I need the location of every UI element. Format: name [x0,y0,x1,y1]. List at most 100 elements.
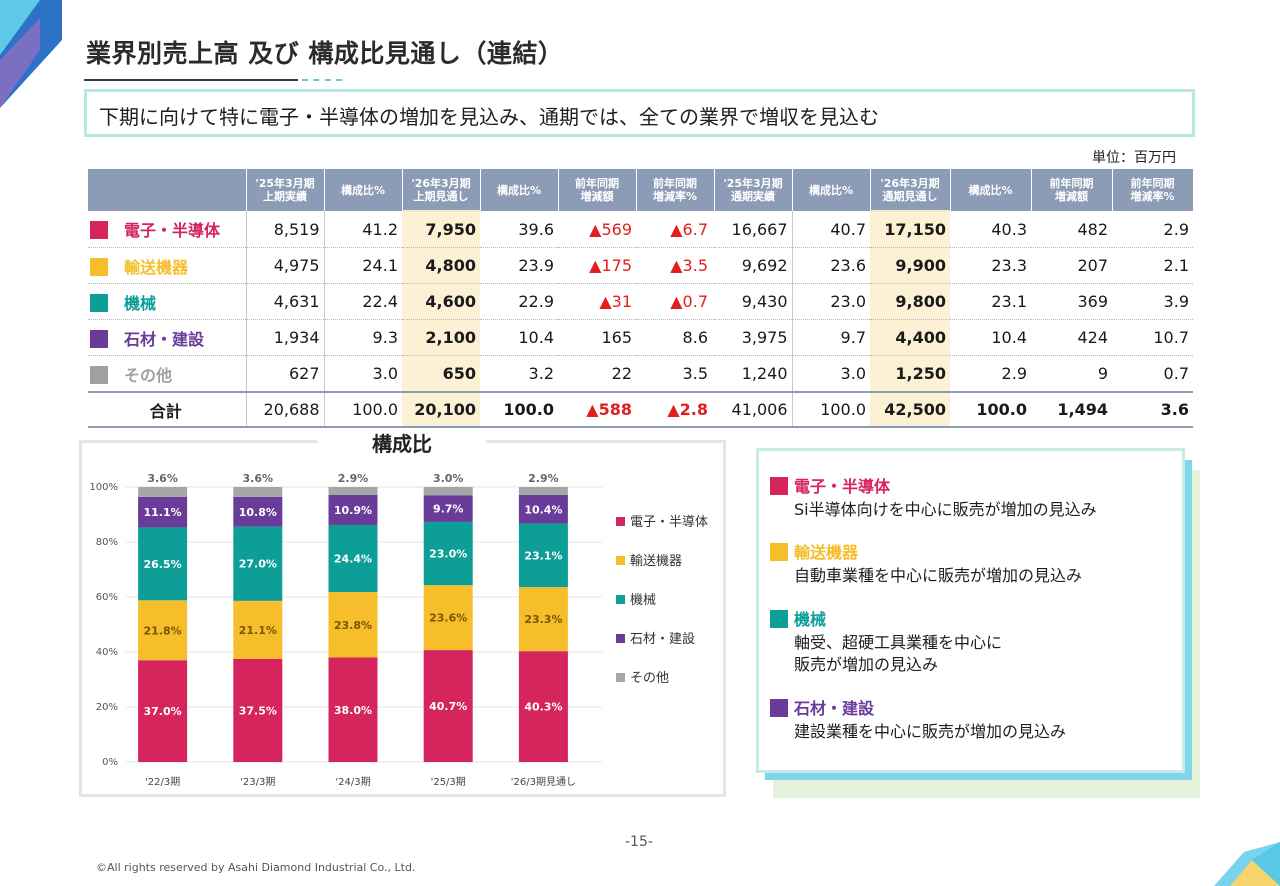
category-swatch [90,365,108,384]
value-cell: 23.3 [950,247,1031,284]
value-cell: 9,800 [870,283,950,320]
category-cell: 電子・半導体 [88,211,247,248]
composition-chart-panel: 0% 20% 40% 60% 80% 100% 37.0% 21.8% 26.5% 11.1% 3.… [79,440,726,797]
bar-segment [518,651,568,762]
page-number: -15- [625,834,653,850]
column-header-text: 構成比% [340,183,386,197]
value-cell: 100.0 [324,391,402,428]
category-cell: 石材・建設 [88,319,247,356]
column-header: '25年3月期 上期実績 [246,169,325,211]
data-label: 9.7% [433,503,464,516]
value-cell: 650 [402,355,480,393]
title-underline [84,79,298,81]
page-title: 業界別売上高 及び 構成比見通し（連結） [86,39,564,68]
bar-segment [328,592,378,658]
value-cell: 24.1 [324,247,402,284]
value-cell: 41.2 [324,211,402,248]
value-cell: 42,500 [870,391,950,428]
bar-segment [518,494,568,524]
note-line: 販売が増加の見込み [794,655,939,674]
note-line: 自動車業種を中心に販売が増加の見込み [794,566,1083,585]
x-tick-label: '26/3期見通し [511,776,576,788]
value-cell: 3.9 [1112,283,1193,320]
category-name: 電子・半導体 [124,221,221,240]
value-cell: 1,934 [246,319,325,356]
value-cell: 4,631 [246,283,325,320]
value-cell: ▲31 [558,283,636,320]
y-tick-label: 0% [102,757,118,768]
value-cell: 3.5 [636,355,714,393]
category-cell: 機械 [88,283,247,320]
value-cell: 8,519 [246,211,325,248]
legend-swatch [616,556,625,565]
value-cell: 1,240 [714,355,793,393]
value-cell: 10.4 [950,319,1031,356]
table-row: 石材・建設 1,934 9.3 2,100 10.4 165 8.6 3,975 9.7 4,40… [88,319,1193,356]
note-description: 建設業種を中心に販売が増加の見込み [794,721,1066,743]
column-header-text: 前年同期 [1130,177,1175,190]
x-tick-label: '25/3期 [431,776,466,788]
column-header-text: 前年同期 [653,177,697,190]
value-cell: 4,975 [246,247,325,284]
value-cell: 39.6 [480,211,558,248]
data-label: 40.3% [524,701,562,714]
data-label: 2.9% [528,472,559,485]
category-cell: 合計 [88,391,247,428]
category-name: 輸送機器 [124,257,189,277]
column-header-text: 増減額 [1055,190,1088,203]
value-cell: 4,800 [402,247,480,284]
data-label: 23.8% [334,619,372,632]
column-header-text: '26年3月期 [411,176,471,190]
column-header-text: 増減率% [1130,190,1175,203]
column-header-text: 前年同期 [1049,177,1094,190]
column-header-text: '25年3月期 [723,177,783,190]
data-label: 3.0% [433,472,464,485]
table-row: その他 627 3.0 650 3.2 22 3.5 1,240 3.0 1,250 2.9 9 0.7 [88,355,1193,393]
value-cell: 3,975 [714,319,793,356]
data-label: 10.8% [239,506,277,519]
category-swatch [90,257,108,276]
copyright: ©All rights reserved by Asahi Diamond In… [96,861,416,874]
bar-segment [423,585,473,651]
column-header-text: 通期見通し [882,189,938,203]
category-swatch [90,221,108,239]
value-cell: ▲2.8 [636,391,714,428]
note-title: 機械 [794,610,827,629]
total-row: 合計 20,688 100.0 20,100 100.0 ▲588 ▲2.8 41,006 10… [88,391,1193,428]
unit-label: 単位：百万円 [1092,150,1176,166]
data-label: 21.8% [144,624,182,637]
value-cell: 2,100 [402,319,480,356]
column-header-text: 構成比% [808,183,854,197]
bar-segment [138,527,188,601]
value-cell: 2.9 [1112,211,1193,248]
value-cell: 9,692 [714,247,793,284]
column-header-text: '26年3月期 [880,176,940,190]
bar-segment [518,587,568,652]
value-cell: ▲569 [558,211,636,248]
note-item: 電子・半導体 Si半導体向けを中心に販売が増加の見込み [770,473,1097,521]
column-header: 前年同期 増減率% [636,169,715,211]
column-header-text: 構成比% [968,183,1013,197]
value-cell: 1,250 [870,355,950,393]
value-cell: 23.6 [792,247,870,284]
value-cell: ▲175 [558,247,636,284]
legend-label: 機械 [630,593,656,608]
note-heading: 輸送機器 [770,539,1082,563]
column-header-text: 増減額 [580,190,614,203]
value-cell: 7,950 [402,211,480,248]
note-description: 軸受、超硬工具業種を中心に 販売が増加の見込み [794,632,1002,676]
value-cell: 22.4 [324,283,402,320]
note-swatch [770,543,788,561]
corner-logo-decoration [0,0,62,108]
y-tick-label: 100% [89,482,118,493]
column-header-text: 上期実績 [263,190,307,203]
data-label: 10.4% [524,503,562,516]
column-header: '26年3月期 上期見通し [402,169,481,212]
table-row: 機械 4,631 22.4 4,600 22.9 ▲31 ▲0.7 9,430 23.0 9,80… [88,283,1193,320]
notes-panel: 電子・半導体 Si半導体向けを中心に販売が増加の見込み輸送機器自動車業種を中心に販… [756,448,1185,773]
column-header: 前年同期 増減額 [1031,169,1113,211]
note-line: 軸受、超硬工具業種を中心に [794,633,1003,652]
value-cell: 482 [1031,211,1112,248]
bar-segment [328,487,378,495]
column-header: 構成比% [324,169,403,211]
